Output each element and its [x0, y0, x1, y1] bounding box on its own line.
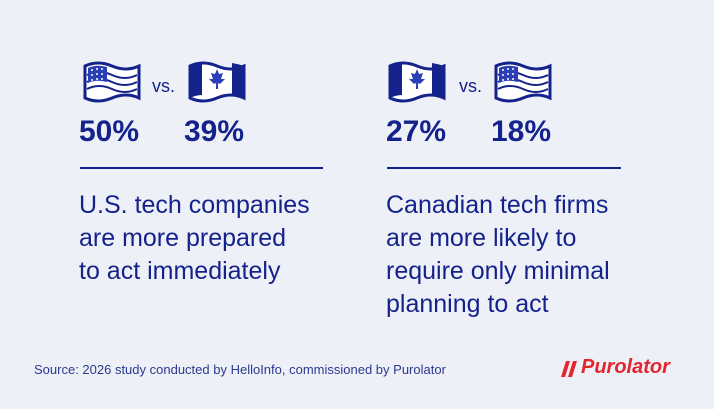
stat: 50% — [79, 115, 140, 148]
source-note: Source: 2026 study conducted by HelloInf… — [34, 362, 446, 377]
divider — [80, 167, 323, 169]
stat: 39% — [184, 115, 245, 148]
divider — [387, 167, 621, 169]
description-line: planning to act — [386, 290, 549, 318]
stat: 27% — [386, 115, 447, 148]
canada-flag — [388, 61, 446, 103]
description-line: Canadian tech firms — [386, 191, 609, 219]
description-line: are more likely to — [386, 224, 577, 252]
stat: 18% — [491, 115, 552, 148]
logo: Purolator — [581, 356, 670, 378]
description-line: require only minimal — [386, 257, 610, 285]
vs-label: vs. — [459, 76, 483, 96]
description-line: to act immediately — [79, 257, 281, 285]
us-flag — [83, 61, 141, 103]
vs-label: vs. — [152, 76, 176, 96]
description-line: are more prepared — [79, 224, 287, 252]
canada-flag — [188, 61, 246, 103]
us-flag — [494, 61, 552, 103]
logo-mark — [561, 361, 577, 377]
description-line: U.S. tech companies — [79, 191, 310, 219]
